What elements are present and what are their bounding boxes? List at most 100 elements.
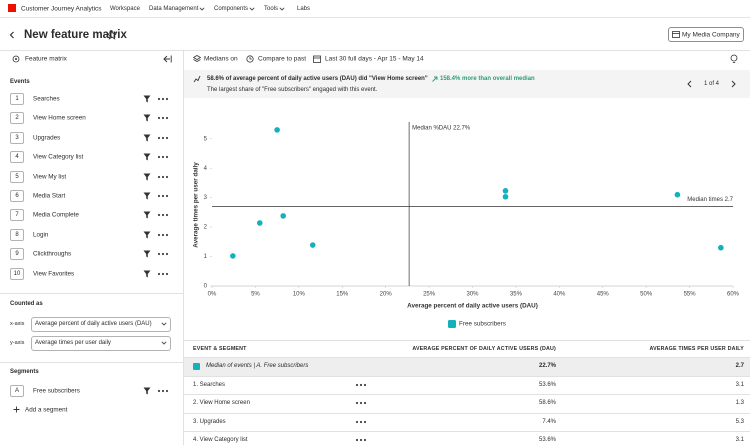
more-menu[interactable] [157,194,169,198]
data-point[interactable] [718,244,724,251]
more-menu[interactable] [157,175,169,179]
event-name[interactable]: View Category list [33,153,84,161]
add-segment[interactable]: Add a segment [25,406,68,414]
event-number: 8 [15,231,19,238]
event-number-box [10,209,24,222]
event-number-box [10,131,24,144]
event-name[interactable]: Searches [33,95,60,103]
filter-icon[interactable] [143,134,151,142]
calendar-icon[interactable] [313,55,321,63]
segment-name[interactable]: Free subscribers [33,387,80,395]
filter-icon[interactable] [143,270,151,278]
icon-shape [161,136,165,139]
more-menu[interactable] [157,213,169,217]
more-menu[interactable] [355,438,367,442]
adobe-logo[interactable] [8,4,16,12]
filter-icon[interactable] [143,95,151,103]
metric-dropdown[interactable] [31,335,171,351]
data-point[interactable] [674,191,681,198]
event-name[interactable]: Upgrades [33,134,61,142]
more-menu[interactable] [355,420,367,424]
filter-icon[interactable] [143,114,151,122]
row-label[interactable]: 3. Upgrades [193,418,226,425]
event-name[interactable]: View Home screen [33,114,86,122]
x-tick-label: 35% [510,292,523,298]
y-tick-label: 5 [204,136,208,142]
more-menu[interactable] [157,252,169,256]
event-name[interactable]: View My list [33,173,67,181]
nav-item[interactable]: Data Management [149,5,199,12]
back-button[interactable] [9,31,15,39]
company-button[interactable] [668,27,744,42]
medians-icon[interactable] [193,55,201,63]
insight-icon [193,75,201,83]
more-menu[interactable] [355,383,367,387]
date-range[interactable]: Last 30 full days - Apr 15 - May 14 [325,55,424,63]
section-heading: Counted as [10,301,43,307]
more-menu[interactable] [157,233,169,237]
icon-shape [143,270,151,278]
more-menu[interactable] [355,401,367,405]
nav-item[interactable]: Tools [264,5,279,12]
icon-shape [249,7,255,11]
data-point[interactable] [274,127,280,133]
icon-shape [143,134,151,142]
icon-shape [157,214,161,217]
row-value: 5.3 [735,418,744,425]
toolbar-button[interactable]: Medians on [204,55,238,63]
favorite-star[interactable] [107,30,117,40]
add-icon[interactable] [13,406,20,413]
next-insight[interactable] [731,80,736,88]
icon-shape [157,389,161,393]
row-label[interactable]: 1. Searches [193,381,226,388]
event-number: 2 [15,115,19,122]
data-point[interactable] [256,220,263,226]
data-point[interactable] [502,193,509,200]
x-tick-label: 25% [423,292,436,298]
insight-panel [184,70,750,98]
nav-item[interactable]: Labs [297,5,311,12]
top-nav [0,0,750,18]
event-number: 5 [15,173,19,180]
event-name[interactable]: Media Start [33,192,66,200]
filter-icon[interactable] [143,211,151,219]
collapse-panel[interactable] [163,55,172,63]
legend-label: Free subscribers [459,321,506,328]
x-tick-label: 50% [640,292,653,298]
metric-dropdown[interactable] [31,316,171,332]
event-name[interactable]: Media Complete [33,211,79,219]
filter-icon[interactable] [143,153,151,161]
filter-icon[interactable] [143,192,151,200]
product-name[interactable]: Customer Journey Analytics [21,5,102,12]
more-menu[interactable] [157,116,169,120]
filter-icon[interactable] [143,387,151,395]
previous-insight[interactable] [687,80,692,88]
insights-icon[interactable] [730,54,738,64]
event-number-box [10,112,24,125]
more-menu[interactable] [157,272,169,276]
data-point[interactable] [309,242,316,248]
row-value: 22.7% [538,363,556,369]
data-point[interactable] [280,213,287,219]
filter-icon[interactable] [143,250,151,258]
data-point[interactable] [230,253,236,259]
row-label[interactable]: 4. View Category list [193,437,248,443]
more-menu[interactable] [157,155,169,159]
data-point[interactable] [502,188,509,194]
compare-icon[interactable] [246,55,254,63]
sidebar-title: Feature matrix [25,55,67,63]
toolbar-button[interactable]: Compare to past [258,55,307,63]
more-menu[interactable] [157,389,169,393]
event-name[interactable]: Login [33,231,49,239]
more-menu[interactable] [157,136,169,140]
nav-item[interactable]: Workspace [110,5,140,12]
event-name[interactable]: View Favorites [33,270,75,278]
icon-shape [13,406,20,413]
nav-item[interactable]: Components [214,5,249,12]
event-name[interactable]: Clickthroughs [33,250,72,258]
icon-shape [161,194,165,198]
row-label[interactable]: 2. View Home screen [193,400,250,406]
filter-icon[interactable] [143,231,151,239]
filter-icon[interactable] [143,173,151,181]
more-menu[interactable] [157,97,169,101]
